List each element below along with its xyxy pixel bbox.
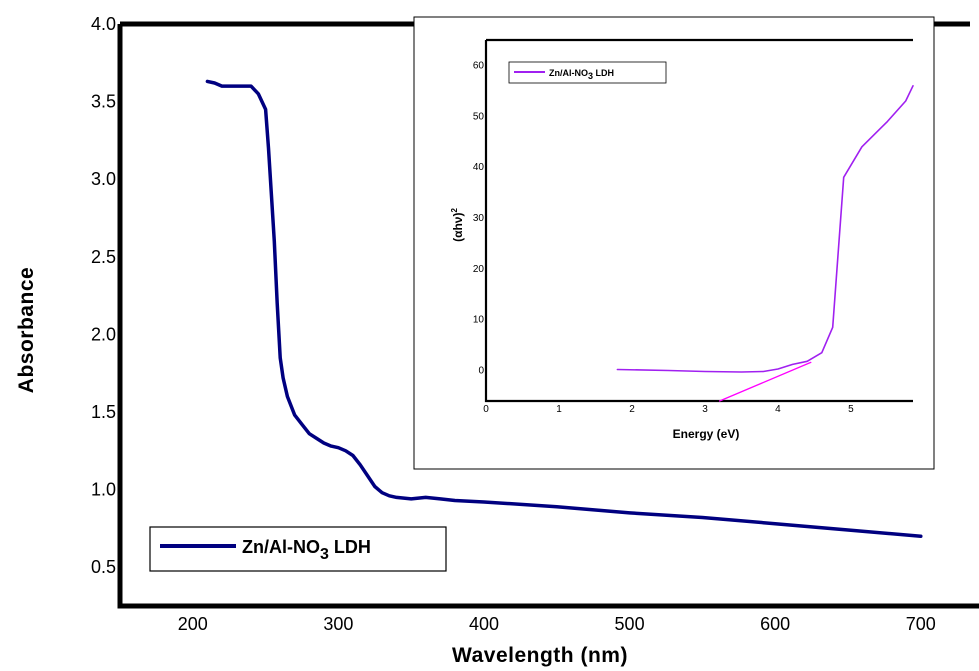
inset-x-tick-label: 1 (556, 404, 562, 415)
main-y-tick-label: 2.5 (91, 247, 116, 267)
inset-legend-label: Zn/Al-NO3 LDH (549, 68, 614, 81)
main-x-tick-label: 400 (469, 614, 499, 634)
inset-legend-box (508, 61, 667, 84)
inset-tangent-line (718, 361, 812, 402)
main-x-tick-label: 700 (906, 614, 936, 634)
main-y-tick-label: 1.5 (91, 402, 116, 422)
y-axis-title: Absorbance (15, 267, 38, 393)
inset-x-tick-label: 4 (775, 404, 781, 415)
main-legend-label: Zn/Al-NO3 LDH (242, 537, 371, 563)
main-legend-box (149, 526, 447, 572)
inset-x-tick-label: 5 (848, 404, 854, 415)
main-series-line (205, 79, 923, 538)
main-y-tick-label: 1.0 (91, 480, 116, 500)
inset-x-tick-label: 0 (483, 404, 489, 415)
main-x-tick-label: 200 (178, 614, 208, 634)
main-y-tick-label: 3.0 (91, 169, 116, 189)
main-y-tick-label: 2.0 (91, 324, 116, 344)
main-legend: Zn/Al-NO3 LDH (149, 526, 447, 572)
inset-y-tick-label: 0 (478, 365, 484, 376)
inset-y-tick-label: 60 (473, 60, 485, 71)
inset-y-tick-label: 10 (473, 315, 485, 326)
inset-series-line (616, 85, 914, 373)
main-y-tick-label: 4.0 (91, 14, 116, 34)
main-x-tick-label: 300 (323, 614, 353, 634)
inset-x-tick-label: 2 (629, 404, 635, 415)
main-y-tick-label: 0.5 (91, 557, 116, 577)
x-axis-title: Wavelength (nm) (452, 644, 628, 667)
inset-y-tick-label: 50 (473, 111, 485, 122)
inset-outer-box (413, 16, 935, 470)
main-x-tick-label: 500 (615, 614, 645, 634)
main-y-tick-label: 3.5 (91, 92, 116, 112)
inset-legend: Zn/Al-NO3 LDH (508, 61, 667, 84)
inset-y-tick-label: 30 (473, 213, 485, 224)
main-x-tick-label: 600 (760, 614, 790, 634)
inset-plot-frame (484, 38, 913, 403)
inset-y-tick-label: 40 (473, 162, 485, 173)
inset-x-tick-label: 3 (702, 404, 708, 415)
inset-y-axis-title: (αhν)2 (450, 208, 465, 242)
inset-y-tick-label: 20 (473, 264, 485, 275)
inset-x-axis-title: Energy (eV) (673, 427, 740, 441)
